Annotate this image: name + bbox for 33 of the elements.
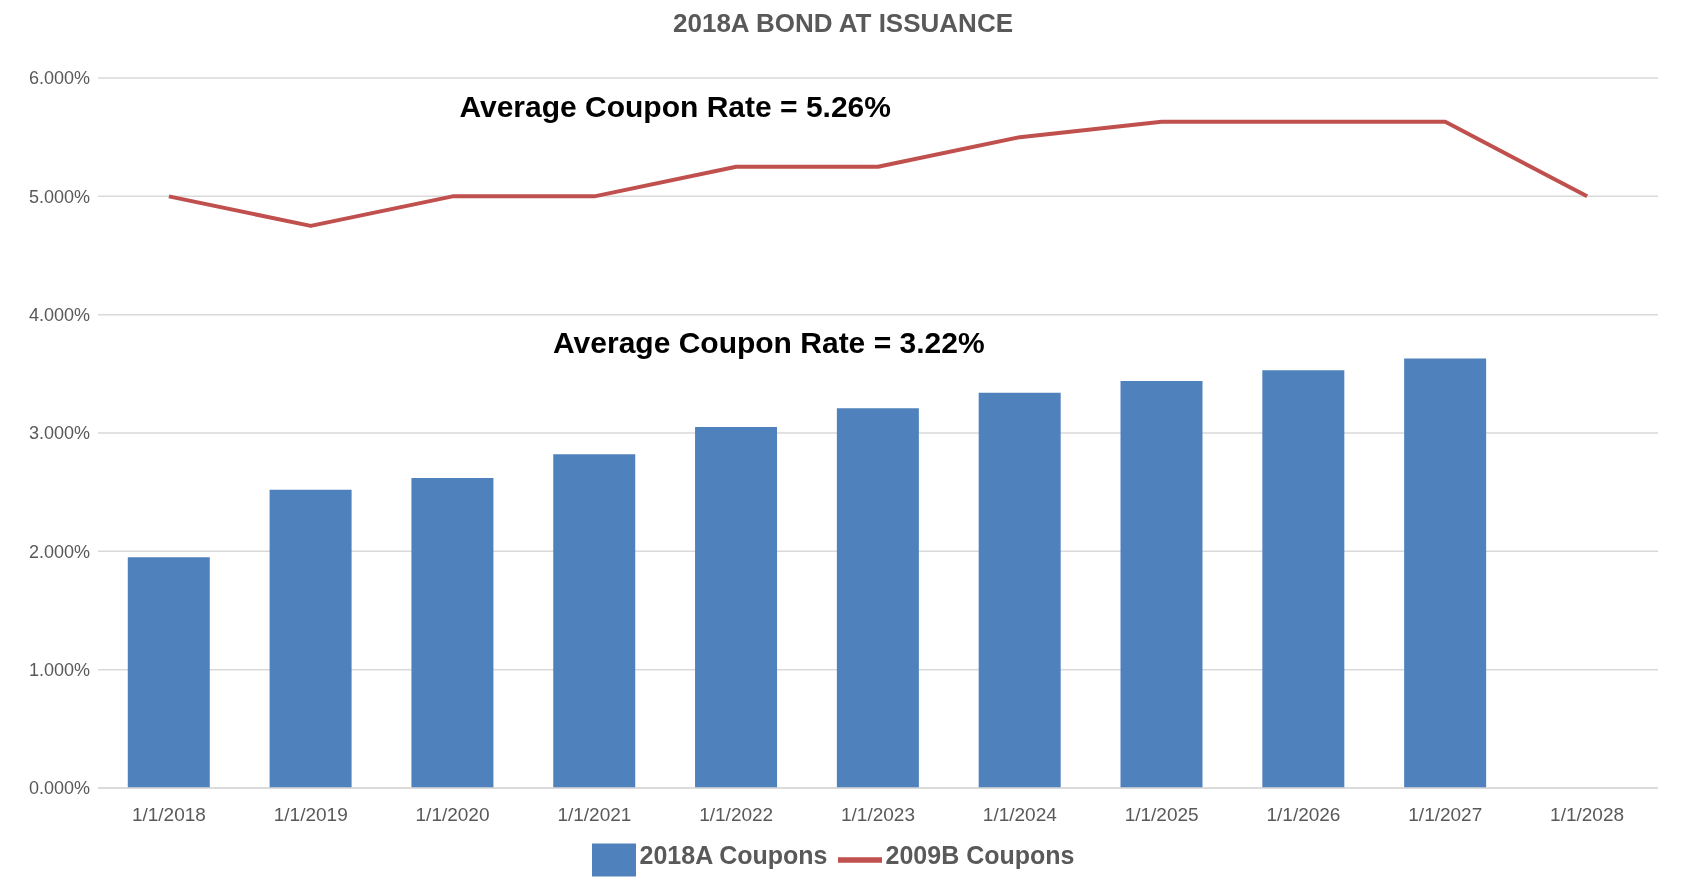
x-tick-label: 1/1/2027 (1408, 804, 1483, 826)
bar (127, 557, 210, 788)
bar (695, 427, 778, 788)
y-tick-label: 1.000% (28, 660, 90, 681)
x-tick-label: 1/1/2025 (1124, 804, 1199, 826)
y-tick-label: 5.000% (28, 186, 90, 207)
x-tick-label: 1/1/2021 (557, 804, 632, 826)
x-tick-label: 1/1/2019 (273, 804, 348, 826)
x-tick-label: 1/1/2018 (131, 804, 206, 826)
x-tick-label: 1/1/2023 (841, 804, 915, 826)
bar (836, 408, 919, 788)
bar (553, 454, 636, 788)
y-tick-label: 4.000% (28, 305, 90, 326)
x-tick-label: 1/1/2020 (415, 804, 490, 826)
legend-label: 2009B Coupons (885, 841, 1075, 870)
x-tick-label: 1/1/2024 (982, 804, 1058, 826)
bar (1120, 380, 1203, 788)
bar (1404, 358, 1487, 788)
chart-title: 2018A BOND AT ISSUANCE (672, 8, 1014, 38)
y-tick-label: 6.000% (28, 68, 90, 89)
x-tick-label: 1/1/2026 (1266, 804, 1341, 826)
annotation: Average Coupon Rate = 5.26% (459, 89, 891, 124)
y-tick-label: 0.000% (28, 778, 90, 799)
annotation: Average Coupon Rate = 3.22% (553, 326, 985, 361)
y-tick-label: 3.000% (28, 423, 90, 444)
bar (978, 392, 1061, 788)
legend-label: 2018A Coupons (639, 841, 828, 870)
bar (411, 477, 494, 788)
bar (1262, 370, 1345, 788)
bar (269, 489, 352, 788)
y-tick-label: 2.000% (28, 541, 90, 562)
x-tick-label: 1/1/2022 (699, 804, 774, 826)
x-tick-label: 1/1/2028 (1550, 804, 1625, 826)
